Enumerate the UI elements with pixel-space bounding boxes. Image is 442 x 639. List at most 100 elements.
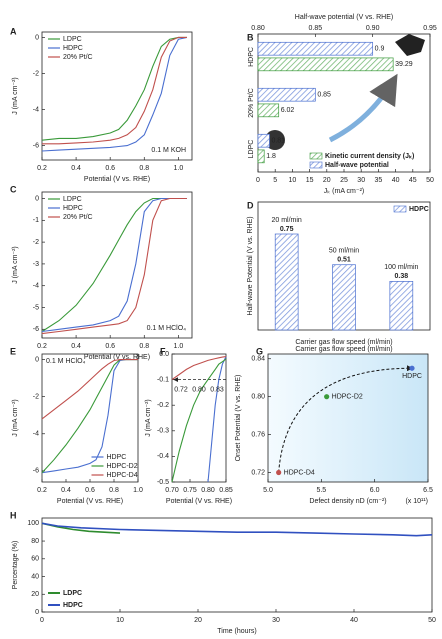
y-tick-label: 0.80 bbox=[251, 394, 265, 401]
y-tick-label: -2 bbox=[33, 70, 39, 77]
legend-label: LDPC bbox=[63, 590, 82, 597]
y-axis-label: J (mA cm⁻²) bbox=[145, 399, 152, 437]
bar bbox=[257, 149, 265, 164]
plot-frame bbox=[267, 353, 429, 483]
legend-label: Half-wave potential bbox=[325, 162, 389, 169]
x2-tick-label: 0.90 bbox=[366, 25, 380, 32]
x2-tick-label: 0.95 bbox=[423, 25, 437, 32]
x-tick-label: 0.2 bbox=[37, 343, 47, 350]
data-line bbox=[171, 356, 227, 381]
y-tick-label: 0 bbox=[35, 609, 39, 616]
x-tick-label: 25 bbox=[340, 177, 348, 184]
annotation: 0.83 bbox=[210, 386, 224, 393]
y-tick-label: -4 bbox=[33, 106, 39, 113]
plot-frame bbox=[41, 191, 193, 339]
x-axis-label: Jₖ (mA cm⁻²) bbox=[324, 188, 365, 195]
x-axis-label: Potential (V vs. RHE) bbox=[57, 498, 123, 505]
legend-label: HDPC-D4 bbox=[107, 472, 138, 479]
y-tick-label: -3 bbox=[33, 261, 39, 268]
y-tick-label: 40 bbox=[31, 573, 39, 580]
x-tick-label: 6.5 bbox=[423, 487, 433, 494]
value-label: 1.8 bbox=[266, 153, 276, 160]
x-tick-label: 0.6 bbox=[105, 343, 115, 350]
legend-label: LDPC bbox=[63, 196, 82, 203]
y-axis-label: Half-wave Potential (V vs. RHE) bbox=[247, 216, 254, 315]
data-line bbox=[171, 358, 227, 483]
y-tick-label: -2 bbox=[33, 239, 39, 246]
x-tick-label: 40 bbox=[392, 177, 400, 184]
annotation: 0.1 M HClO₄ bbox=[46, 358, 86, 365]
x-tick-label: 1.0 bbox=[173, 343, 183, 350]
x-tick-label: 35 bbox=[375, 177, 383, 184]
x2-tick-label: 0.80 bbox=[251, 25, 265, 32]
category-label: HDPC bbox=[248, 47, 255, 67]
x-axis-label: Potential (V vs. RHE) bbox=[84, 354, 150, 361]
y-tick-label: 0.0 bbox=[159, 351, 169, 358]
x-tick-label: 0.80 bbox=[201, 487, 215, 494]
panel-label: B bbox=[247, 32, 254, 42]
y-tick-label: -6 bbox=[33, 142, 39, 149]
x-axis-label: Defect density nD (cm⁻²) bbox=[309, 498, 386, 505]
x-axis-label: Carrier gas flow speed (ml/min) bbox=[295, 346, 392, 353]
data-line bbox=[41, 522, 433, 537]
data-line bbox=[41, 36, 188, 152]
y-tick-label: -0.3 bbox=[157, 428, 169, 435]
category-label: LDPC bbox=[248, 140, 255, 159]
y-tick-label: -5 bbox=[33, 304, 39, 311]
x-tick-label: 0.75 bbox=[183, 487, 197, 494]
y-tick-label: 60 bbox=[31, 556, 39, 563]
legend-swatch bbox=[309, 152, 323, 160]
x-tick-label: 0.85 bbox=[219, 487, 233, 494]
x-tick-label: 0.2 bbox=[37, 487, 47, 494]
value-label: 0.51 bbox=[337, 257, 351, 264]
x-tick-label: 5 bbox=[273, 177, 277, 184]
x-tick-label: 1.0 bbox=[133, 487, 143, 494]
y-tick-label: 0.72 bbox=[251, 469, 265, 476]
annotation: 0.72 bbox=[174, 386, 188, 393]
x-tick-label: 0 bbox=[256, 177, 260, 184]
bar bbox=[274, 233, 299, 331]
legend-label: 20% Pt/C bbox=[63, 214, 93, 221]
bar bbox=[257, 57, 394, 72]
bar bbox=[257, 133, 270, 148]
annotation: 0.80 bbox=[192, 386, 206, 393]
data-point bbox=[324, 394, 330, 400]
legend-label: LDPC bbox=[63, 36, 82, 43]
value-label: 0.9 bbox=[375, 46, 385, 53]
x-tick-label: 0.2 bbox=[37, 165, 47, 172]
y-axis-label: J (mA cm⁻²) bbox=[12, 399, 19, 437]
y-axis-label: J (mA cm⁻²) bbox=[12, 246, 19, 284]
category-label: 50 ml/min bbox=[329, 248, 359, 255]
material-icon bbox=[395, 34, 425, 56]
legend-label: HDPC bbox=[63, 602, 83, 609]
panel-label: C bbox=[10, 184, 17, 194]
legend-label: 20% Pt/C bbox=[63, 54, 93, 61]
legend-swatch bbox=[393, 205, 407, 213]
x-tick-label: 40 bbox=[350, 617, 358, 624]
x-tick-label: 0.4 bbox=[71, 165, 81, 172]
y-tick-label: -0.4 bbox=[157, 453, 169, 460]
y-tick-label: -1 bbox=[33, 217, 39, 224]
legend-label: Kinetic current density (Jₖ) bbox=[325, 153, 414, 160]
bar bbox=[257, 103, 280, 118]
y-tick-label: -6 bbox=[33, 326, 39, 333]
category-label: 20% Pt/C bbox=[248, 88, 255, 118]
category-label: 100 ml/min bbox=[384, 264, 418, 271]
y-tick-label: 0.76 bbox=[251, 431, 265, 438]
x-tick-label: 0.4 bbox=[61, 487, 71, 494]
legend-label: HDPC bbox=[63, 45, 83, 52]
y-tick-label: 80 bbox=[31, 538, 39, 545]
y-axis-label: Onset Potential (V vs. RHE) bbox=[235, 375, 242, 462]
y-tick-label: 0 bbox=[35, 195, 39, 202]
x-axis-label: Time (hours) bbox=[217, 628, 256, 635]
legend-label: HDPC bbox=[409, 206, 429, 213]
legend-label: HDPC bbox=[63, 205, 83, 212]
value-label: 39.29 bbox=[395, 61, 413, 68]
category-label: 20 ml/min bbox=[271, 217, 301, 224]
material-icon bbox=[265, 130, 285, 150]
x-axis-note: (x 10¹¹) bbox=[405, 498, 428, 505]
legend-label: HDPC bbox=[107, 454, 127, 461]
value-label: 6.02 bbox=[281, 107, 295, 114]
